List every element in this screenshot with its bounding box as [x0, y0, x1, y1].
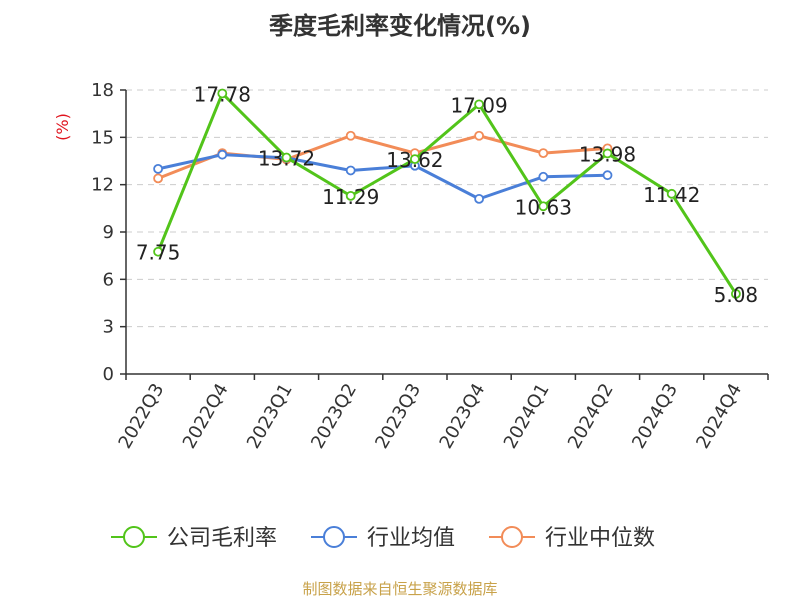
y-tick-label: 0 [103, 364, 114, 385]
x-tick-label: 2024Q3 [628, 380, 682, 452]
chart-title: 季度毛利率变化情况(%) [269, 12, 531, 40]
data-point [281, 152, 292, 163]
data-point [731, 288, 741, 299]
data-point [345, 130, 356, 141]
grid-lines [126, 89, 768, 328]
y-tick-label: 12 [91, 175, 114, 196]
source-note: 制图数据来自恒生聚源数据库 [302, 580, 497, 598]
x-tick-label: 2023Q3 [371, 380, 425, 452]
series-lines [153, 88, 741, 299]
legend-swatch-marker [123, 526, 145, 548]
data-point [345, 190, 356, 201]
data-label: 13.72 [258, 147, 315, 171]
data-label: 17.78 [194, 82, 251, 106]
legend-item: 公司毛利率 [111, 526, 277, 551]
data-point [153, 246, 164, 257]
legend-item: 行业均值 [311, 526, 455, 551]
x-tick-label: 2023Q2 [307, 380, 361, 452]
data-point [666, 188, 677, 199]
data-labels: 7.75 17.78 13.72 11.29 13.62 17.09 10.63 13.98 1… [136, 82, 758, 306]
x-tick-label: 2022Q4 [179, 380, 233, 452]
x-tick-label: 2022Q3 [115, 380, 169, 452]
data-label: 17.09 [450, 93, 507, 117]
data-point [538, 171, 549, 182]
legend-label: 行业均值 [367, 526, 455, 551]
series-line [157, 153, 608, 201]
legend-swatch-marker [323, 526, 345, 548]
data-point [409, 154, 420, 165]
data-label: 13.62 [386, 148, 443, 172]
axes: 0 3 6 9 12 15 18 2022Q3 2022Q4 2023Q1 2023Q2 2023Q3… [91, 80, 769, 452]
data-point [602, 170, 613, 181]
data-label: 11.42 [643, 183, 700, 207]
y-tick-label: 15 [91, 127, 114, 148]
data-label: 11.29 [322, 185, 379, 209]
data-point [153, 163, 164, 174]
data-point [345, 165, 356, 176]
x-tick-label: 2023Q4 [436, 380, 490, 452]
x-tick-label: 2023Q1 [243, 380, 297, 452]
legend: 公司毛利率 行业均值 行业中位数 [111, 526, 655, 551]
x-tick-label: 2024Q4 [692, 380, 746, 452]
y-tick-label: 3 [103, 317, 114, 338]
data-label: 13.98 [579, 142, 636, 166]
legend-label: 行业中位数 [545, 526, 655, 551]
data-point [538, 201, 549, 212]
y-tick-label: 18 [91, 80, 114, 101]
y-axis-label: (%) [53, 113, 72, 141]
data-point [538, 148, 549, 159]
series-line [156, 91, 738, 295]
data-label: 7.75 [136, 241, 181, 265]
data-label: 5.08 [714, 283, 759, 307]
x-tick-label: 2024Q2 [564, 380, 618, 452]
data-point [217, 149, 228, 160]
data-label: 10.63 [515, 195, 572, 219]
data-point [474, 130, 485, 141]
series-0 [153, 88, 741, 299]
legend-item: 行业中位数 [489, 526, 655, 551]
data-point [474, 193, 485, 204]
legend-label: 公司毛利率 [167, 526, 277, 551]
data-point [474, 99, 485, 110]
y-tick-label: 6 [103, 269, 114, 290]
legend-swatch-marker [501, 526, 523, 548]
data-point [153, 173, 164, 184]
y-tick-label: 9 [103, 222, 114, 243]
x-tick-label: 2024Q1 [500, 380, 554, 452]
data-point [217, 88, 228, 99]
series-1 [153, 149, 613, 204]
data-point [602, 148, 613, 159]
